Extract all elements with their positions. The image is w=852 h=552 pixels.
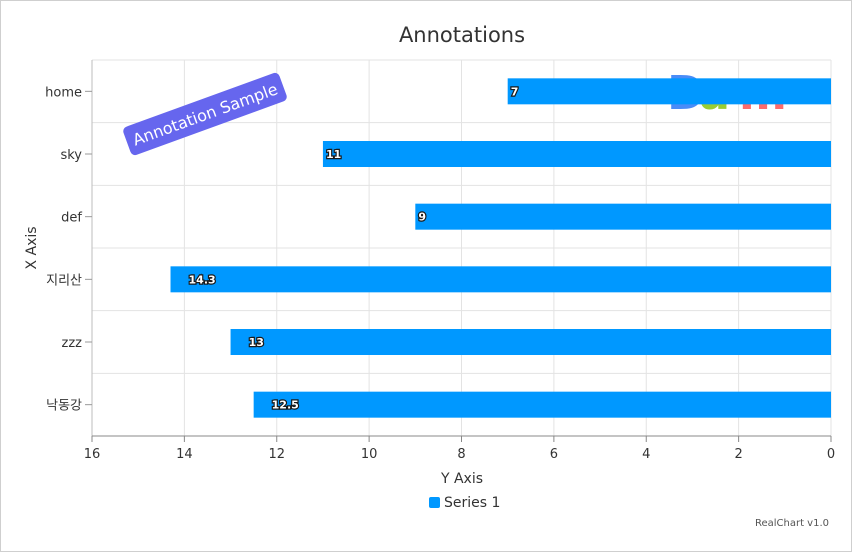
bar — [322, 141, 831, 167]
text-annotation: Annotation Sample — [123, 72, 287, 156]
bar-data-label: 11 — [326, 148, 341, 161]
legend-label: Series 1 — [444, 495, 500, 511]
value-tick-label: 0 — [827, 447, 835, 462]
legend[interactable]: Series 1 — [429, 495, 500, 511]
value-tick-label: 2 — [734, 447, 742, 462]
category-tick-label: home — [45, 85, 82, 100]
bar-data-label: 14.3 — [189, 273, 216, 286]
bar-data-label: 7 — [511, 85, 519, 98]
legend-swatch — [429, 497, 440, 508]
category-axis: home sky def 지리산 zzz 낙동강 — [45, 60, 93, 436]
value-tick-label: 8 — [457, 447, 465, 462]
value-axis-title: Y Axis — [440, 471, 483, 487]
category-tick-label: zzz — [62, 336, 83, 351]
bar-data-label: 12.5 — [272, 399, 299, 412]
annotation-box — [123, 72, 287, 156]
bar — [507, 78, 831, 105]
bar — [230, 329, 831, 355]
category-tick-label: sky — [60, 148, 82, 163]
bars-group: 7 11 9 14.3 13 12.5 — [170, 78, 832, 418]
bar — [170, 266, 832, 293]
annotation-text: Annotation Sample — [130, 79, 280, 149]
value-tick-label: 14 — [176, 447, 193, 462]
category-axis-title: X Axis — [24, 226, 40, 269]
bar — [415, 203, 831, 230]
category-tick-label: 지리산 — [46, 273, 82, 288]
value-tick-label: 10 — [361, 447, 378, 462]
value-tick-label: 6 — [550, 447, 558, 462]
category-tick-label: def — [61, 211, 82, 226]
bar-data-label: 13 — [249, 336, 264, 349]
credits-text: RealChart v1.0 — [754, 518, 829, 529]
bar — [253, 391, 831, 418]
category-tick-label: 낙동강 — [46, 399, 82, 414]
value-tick-label: 4 — [642, 447, 650, 462]
value-tick-label: 16 — [84, 447, 101, 462]
value-tick-label: 12 — [268, 447, 285, 462]
value-axis: 16 14 12 10 8 6 4 2 0 — [84, 435, 835, 462]
bar-data-label: 9 — [418, 211, 426, 224]
chart-title: Annotations — [399, 23, 525, 47]
